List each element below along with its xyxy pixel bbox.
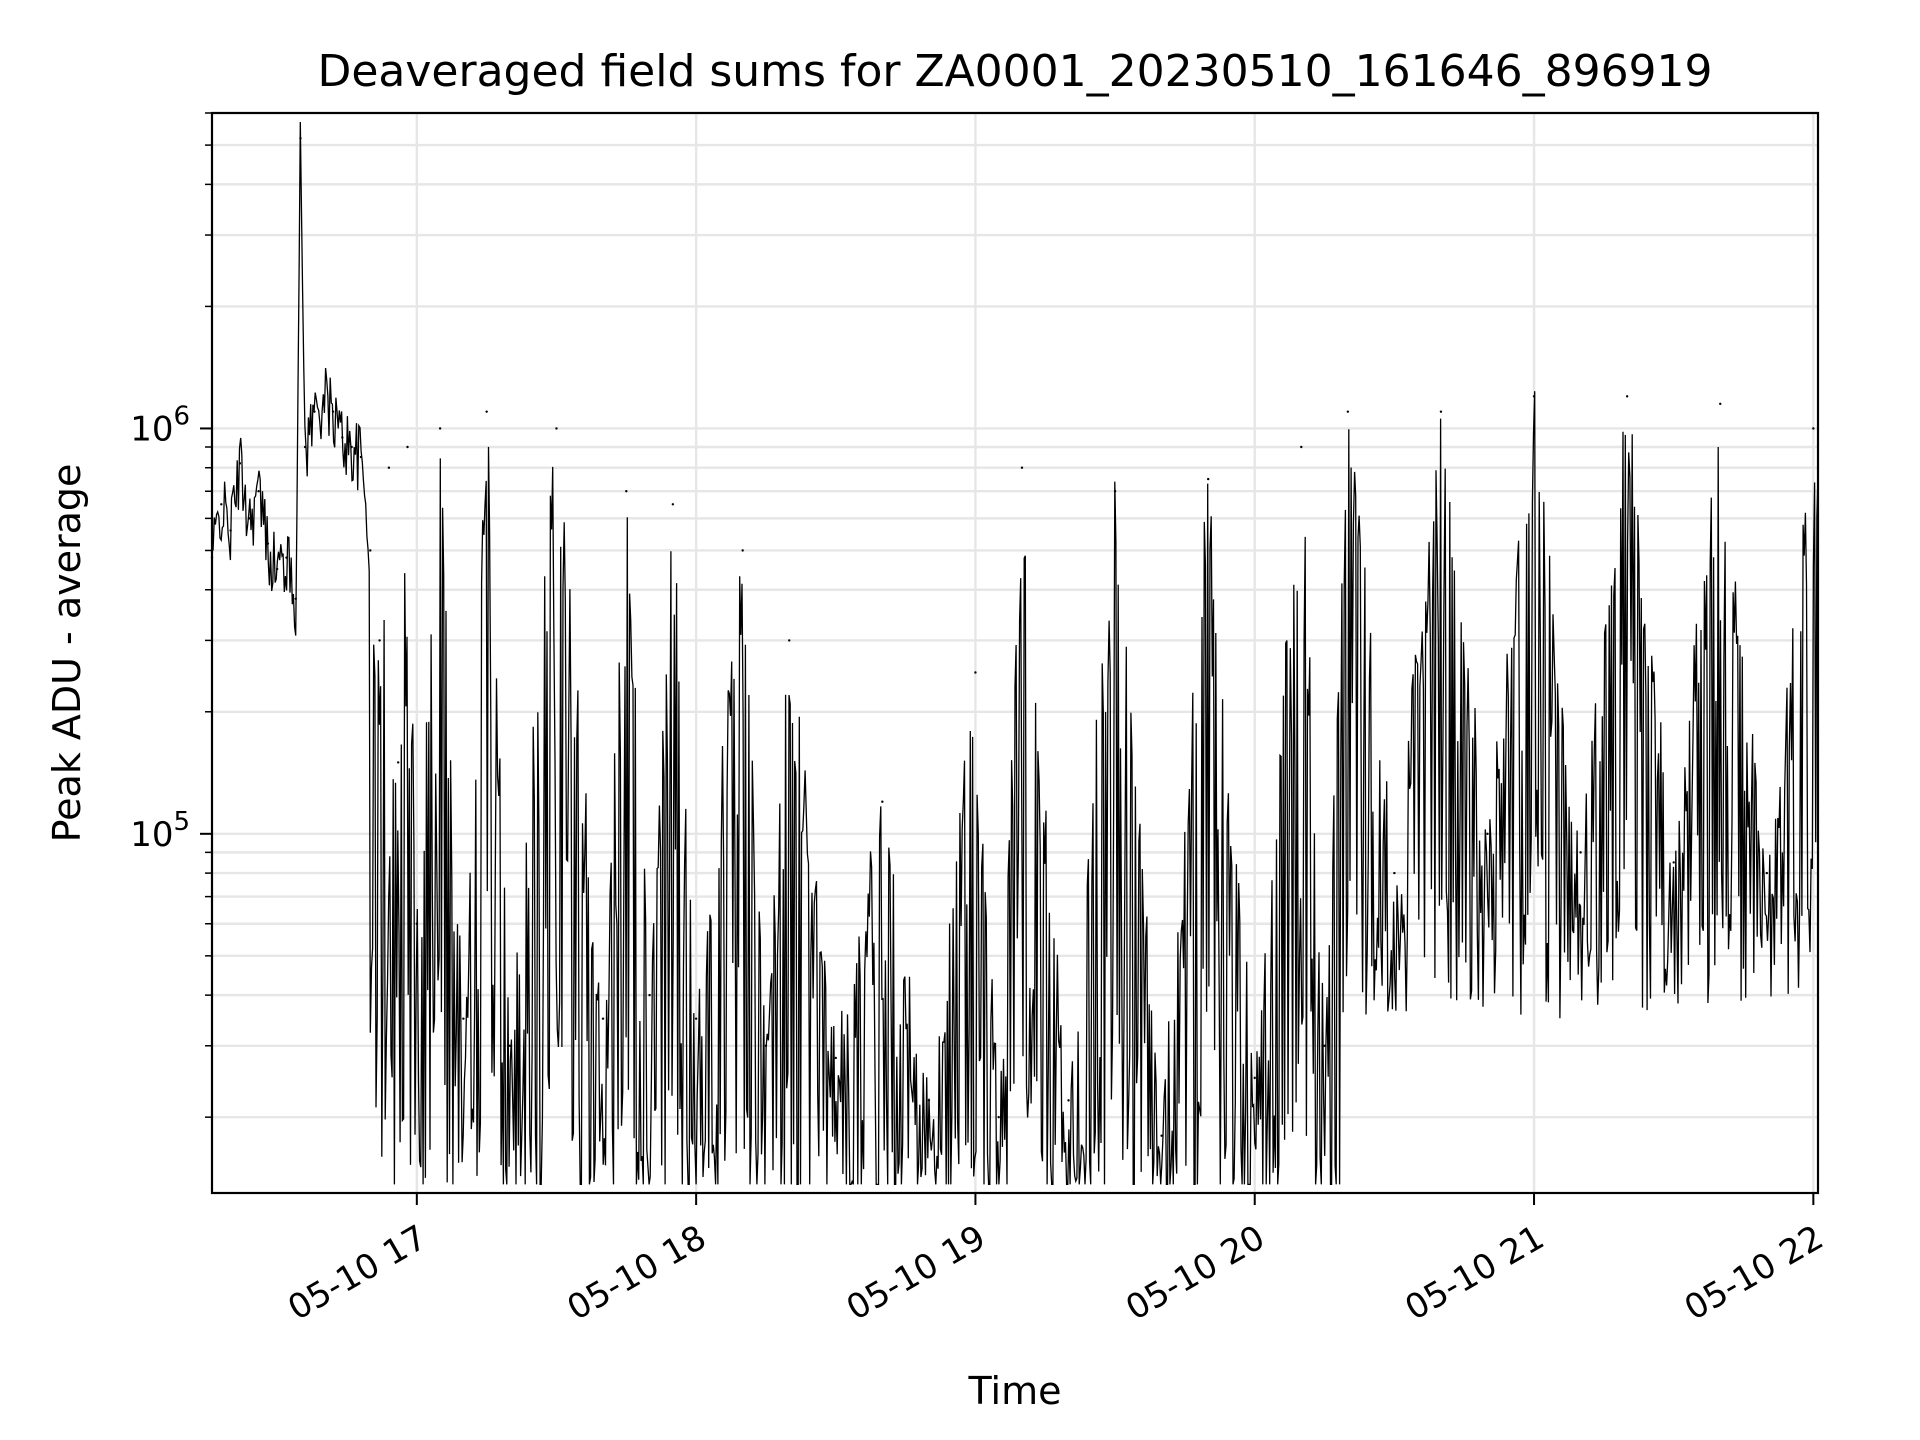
data-point	[275, 567, 279, 571]
data-point	[1719, 402, 1722, 406]
data-point	[415, 922, 419, 925]
y-tick-label: 105	[130, 807, 190, 855]
data-point	[834, 1056, 837, 1060]
y-tick-label: 106	[130, 401, 190, 449]
data-point	[555, 427, 558, 430]
data-point	[1672, 861, 1675, 864]
data-point	[331, 410, 335, 413]
data-point	[220, 503, 223, 506]
data-point	[788, 639, 791, 642]
data-point	[974, 671, 977, 674]
data-point	[266, 542, 270, 545]
data-point	[927, 1099, 931, 1102]
data-point	[438, 427, 442, 430]
data-point	[322, 395, 325, 398]
data-point	[764, 1044, 768, 1047]
data-point	[1393, 871, 1396, 875]
data-point	[1439, 410, 1443, 413]
data-point	[1253, 1076, 1256, 1080]
data-point	[378, 639, 381, 642]
data-point	[1323, 1044, 1326, 1047]
data-point	[313, 410, 316, 413]
data-point	[238, 462, 242, 465]
data-point	[485, 410, 488, 413]
data-point	[387, 466, 391, 469]
data-point	[294, 597, 297, 600]
data-point	[1532, 395, 1536, 398]
series-layer	[210, 121, 1819, 1186]
data-point	[350, 445, 353, 449]
data-point	[369, 549, 372, 552]
data-point	[601, 1017, 605, 1020]
data-point	[257, 490, 260, 493]
data-point	[1113, 490, 1117, 493]
data-point	[248, 517, 251, 520]
data-point	[406, 445, 409, 449]
data-point	[625, 490, 628, 493]
data-point	[1579, 851, 1582, 854]
data-point	[1625, 395, 1629, 398]
data-point	[1346, 410, 1350, 413]
y-axis-label: Peak ADU - average	[45, 464, 89, 843]
chart-title: Deaveraged field sums for ZA0001_2023051…	[317, 46, 1712, 97]
x-axis-label: Time	[968, 1369, 1062, 1413]
data-point	[1812, 427, 1815, 430]
plot-frame	[210, 111, 1820, 1195]
data-point	[1020, 466, 1024, 469]
data-point	[1160, 1134, 1163, 1137]
data-point	[285, 556, 288, 559]
data-point	[508, 1044, 512, 1047]
data-point	[1486, 832, 1489, 836]
data-point	[299, 136, 302, 140]
data-point	[881, 800, 884, 803]
data-point	[1206, 477, 1210, 481]
data-point	[1067, 1099, 1070, 1102]
data-point	[997, 1115, 1000, 1119]
data-point	[648, 993, 651, 997]
data-point	[229, 529, 232, 532]
data-point	[1300, 445, 1303, 449]
data-point	[359, 455, 363, 459]
data-point	[1765, 871, 1768, 875]
data-point	[462, 1017, 465, 1020]
data-point	[741, 549, 744, 552]
data-point	[303, 445, 307, 449]
data-point	[397, 761, 400, 764]
series-line	[211, 121, 1819, 1186]
data-point	[671, 503, 675, 506]
data-point	[341, 436, 344, 439]
data-point	[694, 1017, 698, 1020]
